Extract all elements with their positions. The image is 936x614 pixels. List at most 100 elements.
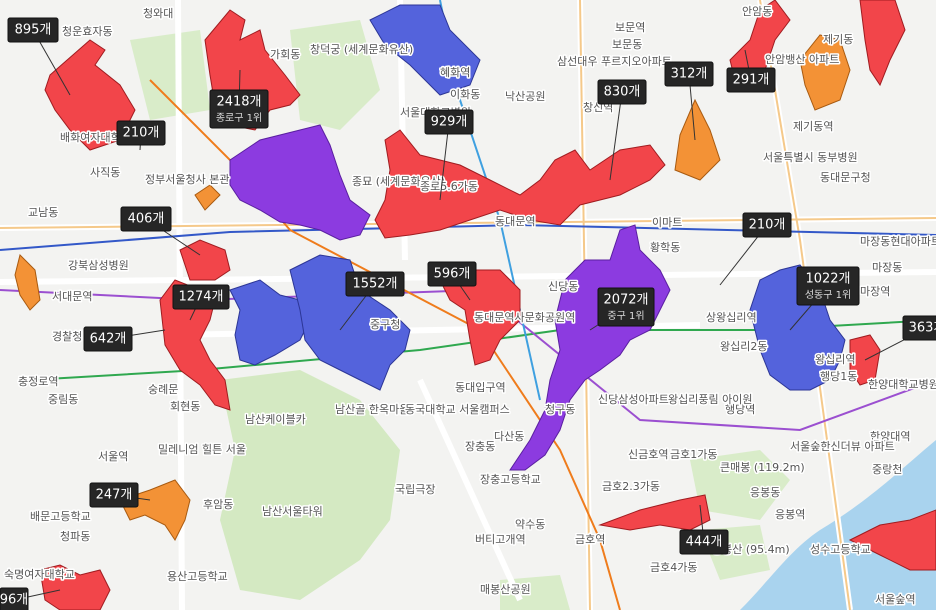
callout-box [7,17,59,43]
callout-count: 312개 [671,67,708,82]
place-label: 동대문역 [495,215,535,228]
place-label: 서울특별시 동부병원 [763,151,858,164]
callout-count: 1022개 [805,272,850,287]
place-label: 동대문역사문화공원역 [474,311,575,324]
callout-box [120,206,172,232]
callout-box [424,109,474,135]
region [374,129,666,239]
place-label: 충정로역 [18,375,58,388]
callout-count: 2418개 [216,95,261,110]
callout-box [345,271,405,297]
place-label: 왕십리2동 [720,340,767,353]
region [229,124,371,241]
place-label: 배화여자대학교 [60,131,131,144]
place-label: 교남동 [28,206,58,219]
callout-count: 210개 [123,126,160,141]
place-label: 행당1동 [820,370,857,383]
place-label: 응봉산 (95.4m) [712,543,790,556]
place-label: 매봉산공원 [480,583,531,596]
callout-box [83,326,133,352]
place-label: 응봉역 [775,508,805,521]
callout-count: 929개 [431,115,468,130]
region [439,269,521,366]
callout-rank: 종로구 1위 [216,111,262,124]
place-label: 신당동 [548,280,578,293]
place-label: 금호1가동 [670,448,717,461]
park [130,30,210,120]
callout-count: 2072개 [603,293,648,308]
callout-count: 444개 [686,535,723,550]
callout-pointer [609,91,623,181]
callout-count: 247개 [96,488,133,503]
place-label: 서울역 [98,450,128,463]
place-label: 후암동 [203,498,233,511]
place-label: 청파동 [60,530,90,543]
callout-box [116,120,166,146]
place-label: 청운효자동 [62,25,113,38]
place-label: 혜화역 [440,66,470,79]
callout-pointer [439,121,450,201]
region [859,0,906,87]
place-label: 숙명여자대학교 [4,568,75,581]
place-label: 성수고등학교 [810,543,871,556]
place-label: 중림동 [48,393,78,406]
place-label: 서울숲한신더뷰 아파트 [790,440,895,453]
place-label: 보문동 [612,38,642,51]
place-label: 청와대 [143,7,173,20]
place-label: 큰매봉 (119.2m) [720,461,805,474]
place-label: 회현동 [170,400,200,413]
place-label: 낙산공원 [505,90,545,103]
callout-box [427,261,477,287]
place-label: 상왕십리역 [706,311,757,324]
callout-count: 1274개 [178,290,223,305]
place-label: 이화동 [450,88,480,101]
place-label: 금호4가동 [650,561,697,574]
place-label: 강북삼성병원 [68,259,129,272]
callout-count: 596개 [434,267,471,282]
place-label: 사직동 [90,166,120,179]
callout-count: 895개 [15,23,52,38]
place-label: 삼선대우 푸르지오아파트 [557,55,672,68]
callout-rank: 성동구 1위 [805,288,851,301]
park [220,370,400,600]
callout-count: 642개 [90,332,127,347]
callout-box [597,79,647,105]
place-label: 보문역 [615,21,645,34]
place-label: 한양대학교병원 [868,378,936,391]
place-label: 버티고개역 [475,533,526,546]
place-label: 이마트 [652,216,682,229]
callout-box [679,529,729,555]
place-label: 응봉동 [750,486,780,499]
place-label: 정부서울청사 본관 [145,173,229,186]
callout-box [172,284,230,310]
place-label: 장충고등학교 [480,473,541,486]
callout-box [209,89,269,129]
place-label: 중랑천 [872,462,902,476]
callout-count: 96개 [0,593,28,608]
callout-box [89,482,139,508]
place-label: 다산동 [494,430,524,443]
place-label: 서울숲역 [875,593,915,606]
callout-count: 406개 [128,212,165,227]
callout-count: 1552개 [352,277,397,292]
place-label: 창덕궁 (세계문화유산) [310,43,413,56]
place-label: 중구청 [370,318,400,331]
place-label: 안암동 [742,5,772,18]
place-label: 금호역 [575,533,605,546]
place-label: 종묘 (세계문화유산) [352,175,445,188]
region [14,254,41,311]
place-label: 신금호역 [628,448,668,461]
place-label: 한양대역 [870,430,910,443]
place-label: 밀레니엄 힐튼 서울 [158,443,246,456]
region [509,224,671,471]
region [674,98,721,181]
place-label: 종로5.6가동 [420,180,478,193]
place-label: 청구동 [545,403,575,416]
callout-count: 830개 [604,85,641,100]
callout-box [726,67,776,93]
place-label: 마장동현대아파트 [860,235,936,248]
callout-box [597,287,655,327]
region [848,509,936,571]
